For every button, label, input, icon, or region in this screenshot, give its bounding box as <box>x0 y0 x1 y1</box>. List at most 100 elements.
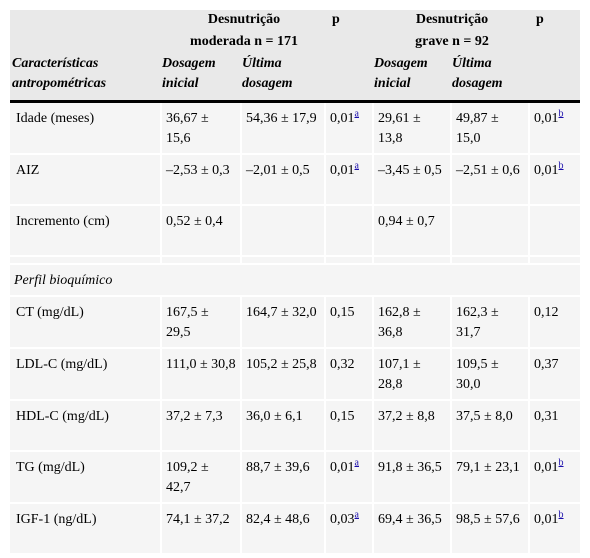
section-row: Perfil bioquímico <box>10 265 581 297</box>
row-label: LDL-C (mg/dL) <box>16 357 108 372</box>
group-moderate-subtitle: moderada n = 171 <box>162 32 327 54</box>
footnote-link[interactable]: b <box>558 108 564 120</box>
p-value-severe-cell: 0,01b <box>530 155 581 206</box>
value-text: 167,5 ± 29,5 <box>166 305 209 340</box>
footnote-link[interactable]: a <box>354 457 359 469</box>
footnote-link[interactable]: b <box>558 457 564 469</box>
p-value: 0,31 <box>534 409 559 424</box>
col-dose-last-moderate: Última dosagem <box>242 54 327 103</box>
value-text: 162,3 ± 31,7 <box>456 305 499 340</box>
p-value-severe-cell: 0,37 <box>530 349 581 401</box>
p-value: 0,01 <box>330 460 355 475</box>
value-text: 29,61 ± 13,8 <box>378 111 421 146</box>
blank-header-cell <box>326 54 375 103</box>
row-label: TG (mg/dL) <box>16 460 85 475</box>
group-severe-subtitle: grave n = 92 <box>374 32 531 54</box>
p-value-moderate-cell: 0,15 <box>326 401 375 452</box>
p-header-2: p <box>530 10 581 32</box>
value-text: 98,5 ± 57,6 <box>456 512 520 527</box>
value-text: 88,7 ± 39,6 <box>246 460 310 475</box>
p-value-severe-cell: 0,01b <box>530 452 581 504</box>
table-row: TG (mg/dL) 109,2 ± 42,7 88,7 ± 39,6 0,01a 91… <box>10 452 581 504</box>
p-value-severe-cell: 0,12 <box>530 297 581 349</box>
row-label-cell: LDL-C (mg/dL) <box>10 349 162 401</box>
col-dose-last-severe: Última dosagem <box>452 54 531 103</box>
col-label-line2: dosagem <box>452 76 503 91</box>
p-value: 0,37 <box>534 357 559 372</box>
row-label: IGF-1 (ng/dL) <box>16 512 97 527</box>
value-text: 36,0 ± 6,1 <box>246 409 303 424</box>
p-value: 0,01 <box>534 512 559 527</box>
severe-last-cell: 109,5 ± 30,0 <box>452 349 531 401</box>
p-value-severe-cell <box>530 206 581 257</box>
footnote-link[interactable]: b <box>558 509 564 521</box>
moderate-initial-cell: 74,1 ± 37,2 <box>162 504 242 555</box>
col-dose-initial-moderate: Dosagem inicial <box>162 54 242 103</box>
value-text: 36,67 ± 15,6 <box>166 111 209 146</box>
footnote-link[interactable]: a <box>354 108 359 120</box>
moderate-last-cell: 88,7 ± 39,6 <box>242 452 327 504</box>
row-label-cell: CT (mg/dL) <box>10 297 162 349</box>
value-text: 107,1 ± 28,8 <box>378 357 421 392</box>
moderate-initial-cell: 109,2 ± 42,7 <box>162 452 242 504</box>
p-header-1: p <box>326 10 375 32</box>
spacer-cell <box>10 257 162 265</box>
value-text: 91,8 ± 36,5 <box>378 460 442 475</box>
value-text: –2,01 ± 0,5 <box>246 163 310 178</box>
moderate-last-cell: 82,4 ± 48,6 <box>242 504 327 555</box>
spacer-cell <box>242 257 327 265</box>
value-text: 69,4 ± 36,5 <box>378 512 442 527</box>
severe-last-cell: 79,1 ± 23,1 <box>452 452 531 504</box>
severe-initial-cell: 107,1 ± 28,8 <box>374 349 453 401</box>
p-value-moderate-cell: 0,01a <box>326 155 375 206</box>
moderate-last-cell: 164,7 ± 32,0 <box>242 297 327 349</box>
spacer-row <box>10 257 581 265</box>
col-label-line2: dosagem <box>242 76 293 91</box>
col-label-line1: Dosagem <box>162 56 216 71</box>
anthropometric-biochemical-table: Desnutrição p Desnutrição p moderada n =… <box>10 10 581 555</box>
value-text: 79,1 ± 23,1 <box>456 460 520 475</box>
table-row: Incremento (cm) 0,52 ± 0,4 0,94 ± 0,7 <box>10 206 581 257</box>
blank-header-cell <box>10 10 162 32</box>
value-text: –3,45 ± 0,5 <box>378 163 442 178</box>
value-text: 164,7 ± 32,0 <box>246 305 317 320</box>
table-row: CT (mg/dL) 167,5 ± 29,5 164,7 ± 32,0 0,15 16… <box>10 297 581 349</box>
table-row: HDL-C (mg/dL) 37,2 ± 7,3 36,0 ± 6,1 0,15 37,… <box>10 401 581 452</box>
p-value: 0,15 <box>330 409 355 424</box>
row-label-cell: Incremento (cm) <box>10 206 162 257</box>
spacer-cell <box>162 257 242 265</box>
severe-initial-cell: –3,45 ± 0,5 <box>374 155 453 206</box>
p-value: 0,01 <box>330 163 355 178</box>
p-value: 0,01 <box>534 460 559 475</box>
row-label-cell: TG (mg/dL) <box>10 452 162 504</box>
footnote-link[interactable]: a <box>354 509 359 521</box>
value-text: 109,5 ± 30,0 <box>456 357 499 392</box>
row-label-cell: AIZ <box>10 155 162 206</box>
p-value-severe-cell: 0,01b <box>530 103 581 155</box>
row-label: HDL-C (mg/dL) <box>16 409 109 424</box>
value-text: 37,5 ± 8,0 <box>456 409 513 424</box>
severe-last-cell: 98,5 ± 57,6 <box>452 504 531 555</box>
p-value-moderate-cell: 0,15 <box>326 297 375 349</box>
spacer-cell <box>374 257 453 265</box>
moderate-initial-cell: 36,67 ± 15,6 <box>162 103 242 155</box>
value-text: –2,53 ± 0,3 <box>166 163 230 178</box>
value-text: 37,2 ± 7,3 <box>166 409 223 424</box>
moderate-last-cell <box>242 206 327 257</box>
value-text: 111,0 ± 30,8 <box>166 357 236 372</box>
table-row: Idade (meses) 36,67 ± 15,6 54,36 ± 17,9 0,0… <box>10 103 581 155</box>
severe-initial-cell: 69,4 ± 36,5 <box>374 504 453 555</box>
p-value-severe-cell: 0,01b <box>530 504 581 555</box>
col-label-line2: inicial <box>374 76 411 91</box>
footnote-link[interactable]: b <box>558 160 564 172</box>
p-value-moderate-cell: 0,32 <box>326 349 375 401</box>
value-text: 54,36 ± 17,9 <box>246 111 317 126</box>
footnote-link[interactable]: a <box>354 160 359 172</box>
row-label: AIZ <box>16 163 40 178</box>
group-severe-title: Desnutrição <box>374 10 531 32</box>
blank-header-cell <box>530 32 581 54</box>
p-value: 0,32 <box>330 357 355 372</box>
moderate-initial-cell: –2,53 ± 0,3 <box>162 155 242 206</box>
value-text: 0,94 ± 0,7 <box>378 214 435 229</box>
col-label-line1: Dosagem <box>374 56 428 71</box>
